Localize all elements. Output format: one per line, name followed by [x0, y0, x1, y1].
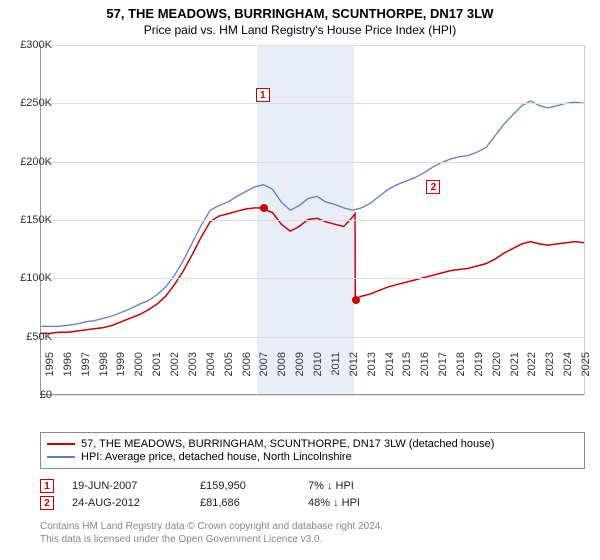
x-axis-label: 2015 — [401, 352, 413, 376]
x-axis-label: 2002 — [169, 352, 181, 376]
x-axis-label: 1999 — [115, 352, 127, 376]
sales-table: 1 19-JUN-2007 £159,950 7% ↓ HPI 2 24-AUG-2012… — [40, 476, 585, 513]
y-gridline — [41, 395, 584, 396]
x-axis-label: 2018 — [455, 352, 467, 376]
sale-row: 2 24-AUG-2012 £81,686 48% ↓ HPI — [40, 496, 585, 510]
x-axis-label: 2014 — [384, 352, 396, 376]
sale-date: 24-AUG-2012 — [72, 497, 182, 509]
x-axis-label: 2003 — [187, 352, 199, 376]
legend-swatch — [47, 456, 75, 458]
y-gridline — [41, 220, 584, 221]
x-axis-label: 1995 — [44, 352, 56, 376]
sale-dot-1 — [260, 204, 268, 212]
x-axis-label: 2020 — [491, 352, 503, 376]
chart-plot-area: 12 — [40, 45, 585, 395]
y-axis-label: £50K — [26, 331, 52, 343]
legend-item: 57, THE MEADOWS, BURRINGHAM, SCUNTHORPE,… — [47, 438, 578, 450]
x-axis-label: 2005 — [223, 352, 235, 376]
x-axis-label: 2019 — [473, 352, 485, 376]
sale-price: £81,686 — [200, 497, 290, 509]
sale-row-marker: 2 — [40, 496, 54, 510]
y-gridline — [41, 278, 584, 279]
legend-box: 57, THE MEADOWS, BURRINGHAM, SCUNTHORPE,… — [40, 432, 585, 469]
title-line-1: 57, THE MEADOWS, BURRINGHAM, SCUNTHORPE,… — [0, 0, 600, 21]
x-axis-label: 2011 — [330, 352, 342, 376]
title-line-2: Price paid vs. HM Land Registry's House … — [0, 21, 600, 41]
sale-delta: 48% ↓ HPI — [308, 497, 428, 509]
x-axis-label: 2025 — [580, 352, 592, 376]
x-axis-label: 2001 — [151, 352, 163, 376]
legend-swatch — [47, 443, 75, 445]
x-axis-label: 2012 — [348, 352, 360, 376]
y-axis-label: £300K — [20, 39, 52, 51]
x-axis-label: 2023 — [544, 352, 556, 376]
x-axis-label: 1998 — [98, 352, 110, 376]
footer-line-1: Contains HM Land Registry data © Crown c… — [40, 520, 585, 533]
sale-marker-1: 1 — [256, 88, 270, 102]
y-gridline — [41, 162, 584, 163]
x-axis-label: 2010 — [312, 352, 324, 376]
series-hpi — [41, 101, 584, 326]
x-axis-label: 2024 — [562, 352, 574, 376]
x-axis-label: 2006 — [241, 352, 253, 376]
x-axis-label: 2021 — [509, 352, 521, 376]
y-axis-label: £100K — [20, 272, 52, 284]
sale-marker-2: 2 — [426, 180, 440, 194]
x-axis-label: 2007 — [258, 352, 270, 376]
y-gridline — [41, 337, 584, 338]
legend-label: 57, THE MEADOWS, BURRINGHAM, SCUNTHORPE,… — [81, 438, 494, 450]
sale-date: 19-JUN-2007 — [72, 480, 182, 492]
sale-row: 1 19-JUN-2007 £159,950 7% ↓ HPI — [40, 479, 585, 493]
legend-label: HPI: Average price, detached house, Nort… — [81, 451, 352, 463]
y-axis-label: £150K — [20, 214, 52, 226]
x-axis-label: 2016 — [419, 352, 431, 376]
x-axis-label: 2004 — [205, 352, 217, 376]
footer-attribution: Contains HM Land Registry data © Crown c… — [40, 520, 585, 546]
y-axis-label: £0 — [40, 389, 52, 401]
x-axis-label: 2008 — [276, 352, 288, 376]
footer-line-2: This data is licensed under the Open Gov… — [40, 533, 585, 546]
sale-row-marker: 1 — [40, 479, 54, 493]
x-axis-label: 2022 — [526, 352, 538, 376]
x-axis-label: 2013 — [366, 352, 378, 376]
x-axis-label: 1997 — [80, 352, 92, 376]
legend-item: HPI: Average price, detached house, Nort… — [47, 451, 578, 463]
y-gridline — [41, 45, 584, 46]
series-property — [41, 208, 584, 334]
y-axis-label: £250K — [20, 97, 52, 109]
x-axis-label: 2017 — [437, 352, 449, 376]
x-axis-label: 1996 — [62, 352, 74, 376]
y-axis-label: £200K — [20, 156, 52, 168]
sale-delta: 7% ↓ HPI — [308, 480, 428, 492]
sale-dot-2 — [352, 296, 360, 304]
y-gridline — [41, 103, 584, 104]
sale-price: £159,950 — [200, 480, 290, 492]
x-axis-label: 2000 — [133, 352, 145, 376]
x-axis-label: 2009 — [294, 352, 306, 376]
